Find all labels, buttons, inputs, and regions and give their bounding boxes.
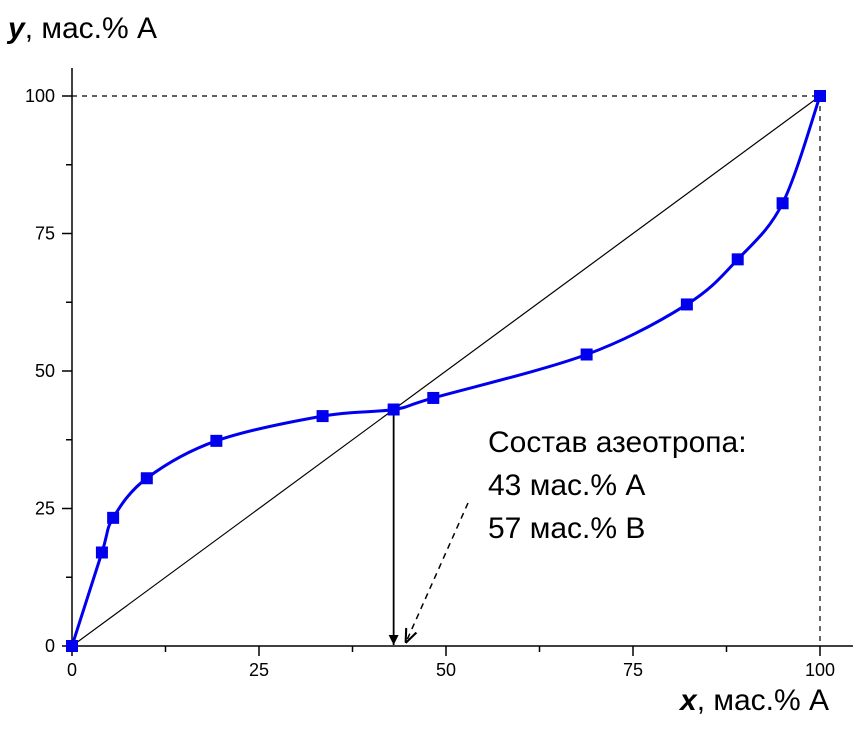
x-tick-label: 25 [249,660,269,680]
data-point-9 [680,298,693,311]
data-point-0 [66,640,78,652]
y-tick-label: 75 [35,224,55,244]
y-tick-label: 0 [45,636,55,656]
data-point-4 [210,434,223,447]
reference-lines [71,95,821,647]
data-point-3 [140,472,153,485]
x-axis-title: x, мас.% А [680,684,829,718]
x-tick-label: 50 [436,660,456,680]
data-point-2 [107,511,120,524]
data-point-7 [427,391,440,404]
y-axis-unit: , мас.% А [24,12,158,45]
data-points [66,90,826,652]
data-point-12 [814,90,826,102]
axes [62,68,853,656]
tick-labels: 0 25 50 75 100 0 25 50 75 100 [25,86,835,680]
data-point-10 [731,253,744,266]
x-axis-variable: x [680,684,697,717]
x-tick-label: 0 [67,660,77,680]
x-axis-unit: , мас.% А [696,684,830,717]
annotation-component-a: 43 мас.% А [488,469,646,502]
y-tick-label: 25 [35,499,55,519]
annotation-title: Состав азеотропа: [488,426,747,459]
y-axis-variable: y [8,12,25,45]
data-point-8 [580,348,593,361]
x-tick-label: 100 [805,660,835,680]
diagonal-line [71,95,821,647]
data-point-11 [776,197,789,210]
x-tick-label: 75 [623,660,643,680]
data-point-5 [316,410,329,423]
annotation-arrow [406,502,469,643]
data-point-6 [387,403,400,416]
y-tick-label: 50 [35,361,55,381]
y-axis-title: y, мас.% А [8,12,157,46]
annotation-component-b: 57 мас.% В [488,512,646,545]
y-tick-label: 100 [25,86,55,106]
data-point-1 [95,546,108,559]
